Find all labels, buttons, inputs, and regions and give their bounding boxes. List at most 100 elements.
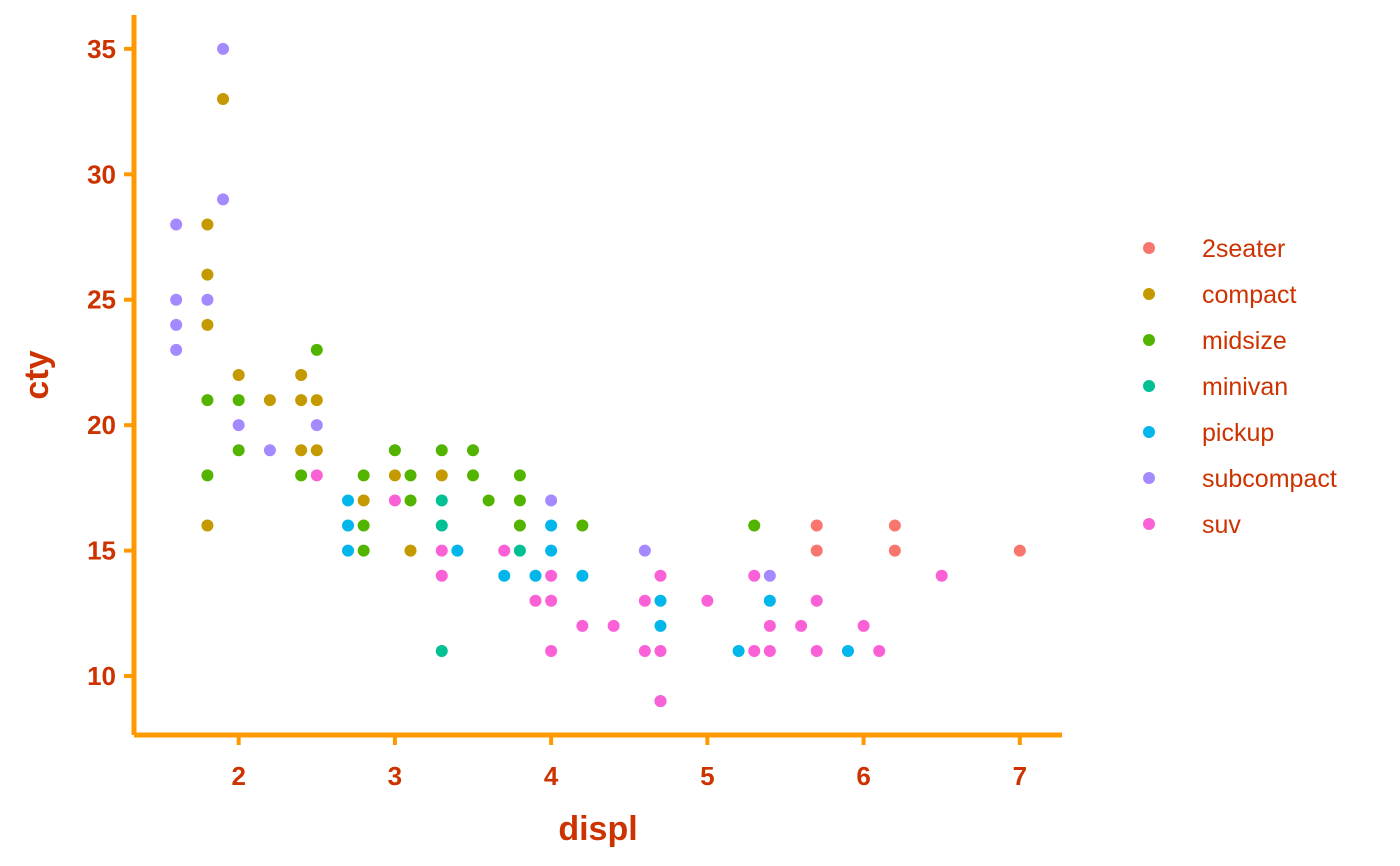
- point-midsize-7: [357, 519, 370, 532]
- series-minivan: [435, 494, 526, 657]
- x-tick-label-7: 7: [1013, 761, 1027, 791]
- point-midsize-12: [435, 444, 448, 457]
- y-tick-label-35: 35: [87, 34, 116, 64]
- series-subcompact: [170, 42, 776, 582]
- point-suv-18: [748, 644, 761, 657]
- point-midsize-14: [467, 469, 480, 482]
- x-axis-title: displ: [558, 810, 637, 848]
- x-tick-label-3: 3: [388, 761, 402, 791]
- point-pickup-2: [342, 544, 355, 557]
- point-suv-24: [857, 619, 870, 632]
- legend-item-2seater: 2seater: [1143, 235, 1285, 263]
- point-compact-13: [388, 469, 401, 482]
- legend-key-2seater: [1143, 242, 1155, 254]
- legend-label-minivan: minivan: [1202, 373, 1288, 401]
- x-tick-label-4: 4: [544, 761, 559, 791]
- point-suv-19: [763, 619, 776, 632]
- point-suv-25: [873, 644, 886, 657]
- point-midsize-16: [513, 469, 526, 482]
- point-pickup-13: [763, 594, 776, 607]
- point-suv-11: [638, 594, 651, 607]
- point-minivan-3: [513, 544, 526, 557]
- point-pickup-0: [342, 494, 355, 507]
- point-midsize-5: [310, 343, 323, 356]
- point-suv-12: [638, 644, 651, 657]
- point-midsize-20: [748, 519, 761, 532]
- point-subcompact-0: [170, 218, 183, 231]
- point-pickup-10: [654, 619, 667, 632]
- point-compact-1: [201, 268, 214, 281]
- y-tick-label-20: 20: [87, 410, 116, 440]
- legend-item-midsize: midsize: [1143, 327, 1287, 355]
- point-midsize-11: [404, 494, 417, 507]
- point-pickup-7: [545, 544, 558, 557]
- point-suv-17: [748, 569, 761, 582]
- y-tick-label-30: 30: [87, 159, 116, 189]
- x-tick-label-5: 5: [700, 761, 714, 791]
- y-tick-label-25: 25: [87, 285, 116, 315]
- point-subcompact-5: [217, 42, 230, 55]
- legend-label-2seater: 2seater: [1202, 235, 1285, 263]
- point-suv-21: [795, 619, 808, 632]
- point-pickup-8: [576, 569, 589, 582]
- legend-label-midsize: midsize: [1202, 327, 1287, 355]
- point-suv-20: [763, 644, 776, 657]
- legend-label-subcompact: subcompact: [1202, 465, 1337, 493]
- legend-item-subcompact: subcompact: [1143, 465, 1337, 493]
- point-compact-5: [232, 369, 245, 381]
- point-suv-6: [545, 569, 558, 582]
- point-subcompact-11: [638, 544, 651, 557]
- point-compact-15: [435, 469, 448, 482]
- point-midsize-13: [467, 444, 480, 457]
- legend-key-subcompact: [1143, 472, 1155, 484]
- point-compact-4: [217, 93, 230, 106]
- point-compact-3: [201, 519, 214, 532]
- point-subcompact-8: [263, 444, 276, 457]
- point-midsize-0: [201, 394, 214, 407]
- y-tick-label-10: 10: [87, 661, 116, 691]
- point-suv-4: [498, 544, 511, 557]
- point-pickup-5: [529, 569, 542, 582]
- point-minivan-2: [435, 644, 448, 657]
- series-pickup: [342, 494, 854, 708]
- point-2seater-1: [810, 544, 823, 557]
- point-suv-14: [654, 644, 667, 657]
- point-midsize-4: [295, 469, 308, 482]
- point-compact-6: [263, 394, 276, 407]
- point-compact-7: [295, 369, 308, 381]
- point-midsize-3: [232, 444, 245, 457]
- point-suv-3: [435, 569, 448, 582]
- point-subcompact-6: [217, 193, 230, 206]
- point-suv-22: [810, 594, 823, 607]
- point-minivan-1: [435, 519, 448, 532]
- point-pickup-3: [451, 544, 464, 557]
- point-suv-23: [810, 644, 823, 657]
- point-suv-2: [435, 544, 448, 557]
- point-midsize-2: [232, 394, 245, 407]
- point-pickup-9: [654, 594, 667, 607]
- point-suv-9: [576, 619, 589, 632]
- point-suv-16: [701, 594, 714, 607]
- legend-key-compact: [1143, 288, 1155, 300]
- legend-item-suv: suv: [1143, 511, 1241, 539]
- legend-key-suv: [1143, 518, 1155, 530]
- legend-key-pickup: [1143, 426, 1155, 438]
- ticks-layer: 2 3 4 5 6 7 10 15 20 25 30 35: [87, 34, 1027, 791]
- point-compact-12: [357, 494, 370, 507]
- point-compact-8: [295, 394, 308, 407]
- point-pickup-6: [545, 519, 558, 532]
- y-tick-label-15: 15: [87, 536, 116, 566]
- legend-key-minivan: [1143, 380, 1155, 392]
- point-minivan-0: [435, 494, 448, 507]
- point-suv-0: [310, 469, 323, 482]
- point-midsize-1: [201, 469, 214, 482]
- point-midsize-10: [404, 469, 417, 482]
- series-midsize: [201, 343, 761, 557]
- point-compact-0: [201, 218, 214, 231]
- point-2seater-3: [888, 544, 901, 557]
- point-suv-13: [654, 569, 667, 582]
- x-tick-label-6: 6: [856, 761, 870, 791]
- point-midsize-17: [513, 494, 526, 507]
- point-suv-26: [935, 569, 948, 582]
